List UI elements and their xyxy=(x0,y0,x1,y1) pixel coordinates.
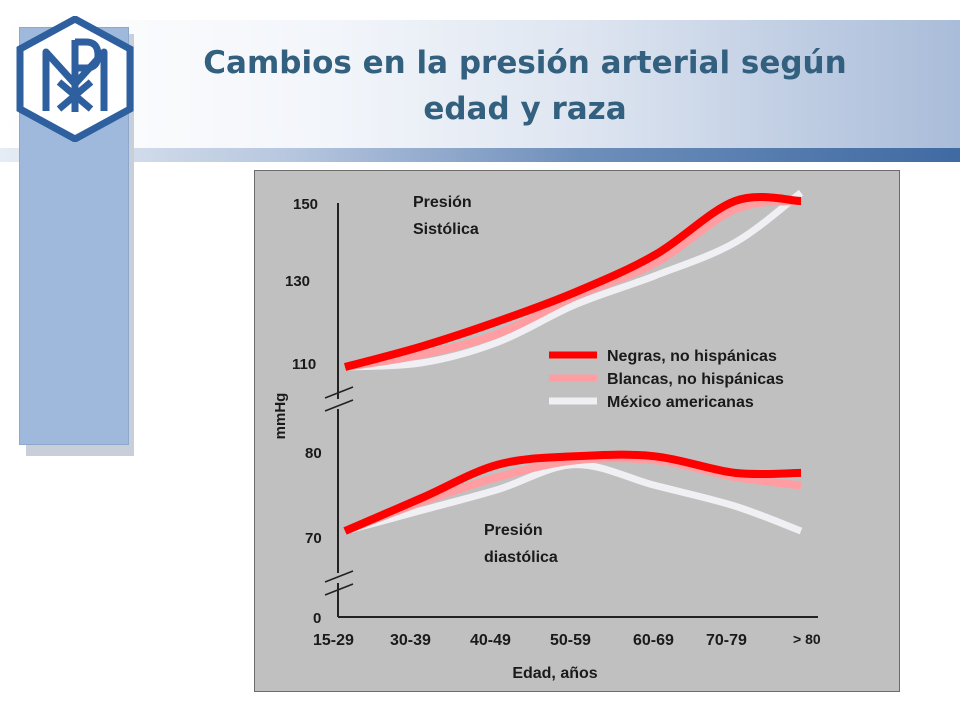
systolic-annotation-line-1: Presión xyxy=(413,194,472,211)
diastolic-annotation-line-2: diastólica xyxy=(484,549,558,566)
x-tick-label: 60-69 xyxy=(633,632,674,649)
chart-panel: 150 130 110 80 70 0 mmHg 15-29 30-39 40-49… xyxy=(254,170,900,692)
chart-legend: Negras, no hispánicas Blancas, no hispáni… xyxy=(549,348,784,411)
x-tick-labels: 15-29 30-39 40-49 50-59 60-69 70-79 > 80 xyxy=(313,631,821,649)
systolic-line-negras-no-hispanicas xyxy=(343,193,802,371)
y-tick-label: 110 xyxy=(292,356,316,373)
axis-break-mark xyxy=(324,583,354,596)
x-tick-label: 70-79 xyxy=(706,632,747,649)
x-tick-label: 15-29 xyxy=(313,632,354,649)
chi-rho-logo-icon xyxy=(16,15,134,143)
diastolic-series-group xyxy=(343,450,803,535)
slide-title-line-1: Cambios en la presión arterial según xyxy=(203,45,847,81)
diastolic-line-negras-no-hispanicas xyxy=(343,450,802,535)
x-tick-label: 40-49 xyxy=(470,632,511,649)
systolic-line-mexico-americanas xyxy=(344,189,804,371)
legend-label: Negras, no hispánicas xyxy=(607,348,777,365)
axis-break-mark xyxy=(324,570,354,583)
blood-pressure-chart: 150 130 110 80 70 0 mmHg 15-29 30-39 40-49… xyxy=(272,189,821,682)
slide-title: Cambios en la presión arterial según eda… xyxy=(150,40,900,132)
systolic-series-group xyxy=(343,189,804,371)
x-tick-label: 50-59 xyxy=(550,632,591,649)
x-tick-label: > 80 xyxy=(793,631,821,647)
systolic-annotation-line-2: Sistólica xyxy=(413,221,479,238)
y-tick-label: 70 xyxy=(305,530,322,547)
header-band xyxy=(0,20,960,148)
diastolic-annotation-line-1: Presión xyxy=(484,522,543,539)
y-tick-label: 0 xyxy=(313,610,321,627)
y-tick-label: 130 xyxy=(285,273,310,290)
y-tick-label: 150 xyxy=(293,196,318,213)
y-tick-label: 80 xyxy=(305,445,322,462)
y-axis-label: mmHg xyxy=(272,393,289,440)
x-axis-label: Edad, años xyxy=(512,665,597,682)
axis-break-mark xyxy=(324,399,354,412)
slide-title-line-2: edad y raza xyxy=(423,91,627,127)
header-rule xyxy=(0,148,960,162)
x-tick-label: 30-39 xyxy=(390,632,431,649)
axis-break-mark xyxy=(324,386,354,399)
legend-label: Blancas, no hispánicas xyxy=(607,371,784,388)
diastolic-line-mexico-americanas xyxy=(344,461,803,535)
legend-label: México americanas xyxy=(607,394,754,411)
